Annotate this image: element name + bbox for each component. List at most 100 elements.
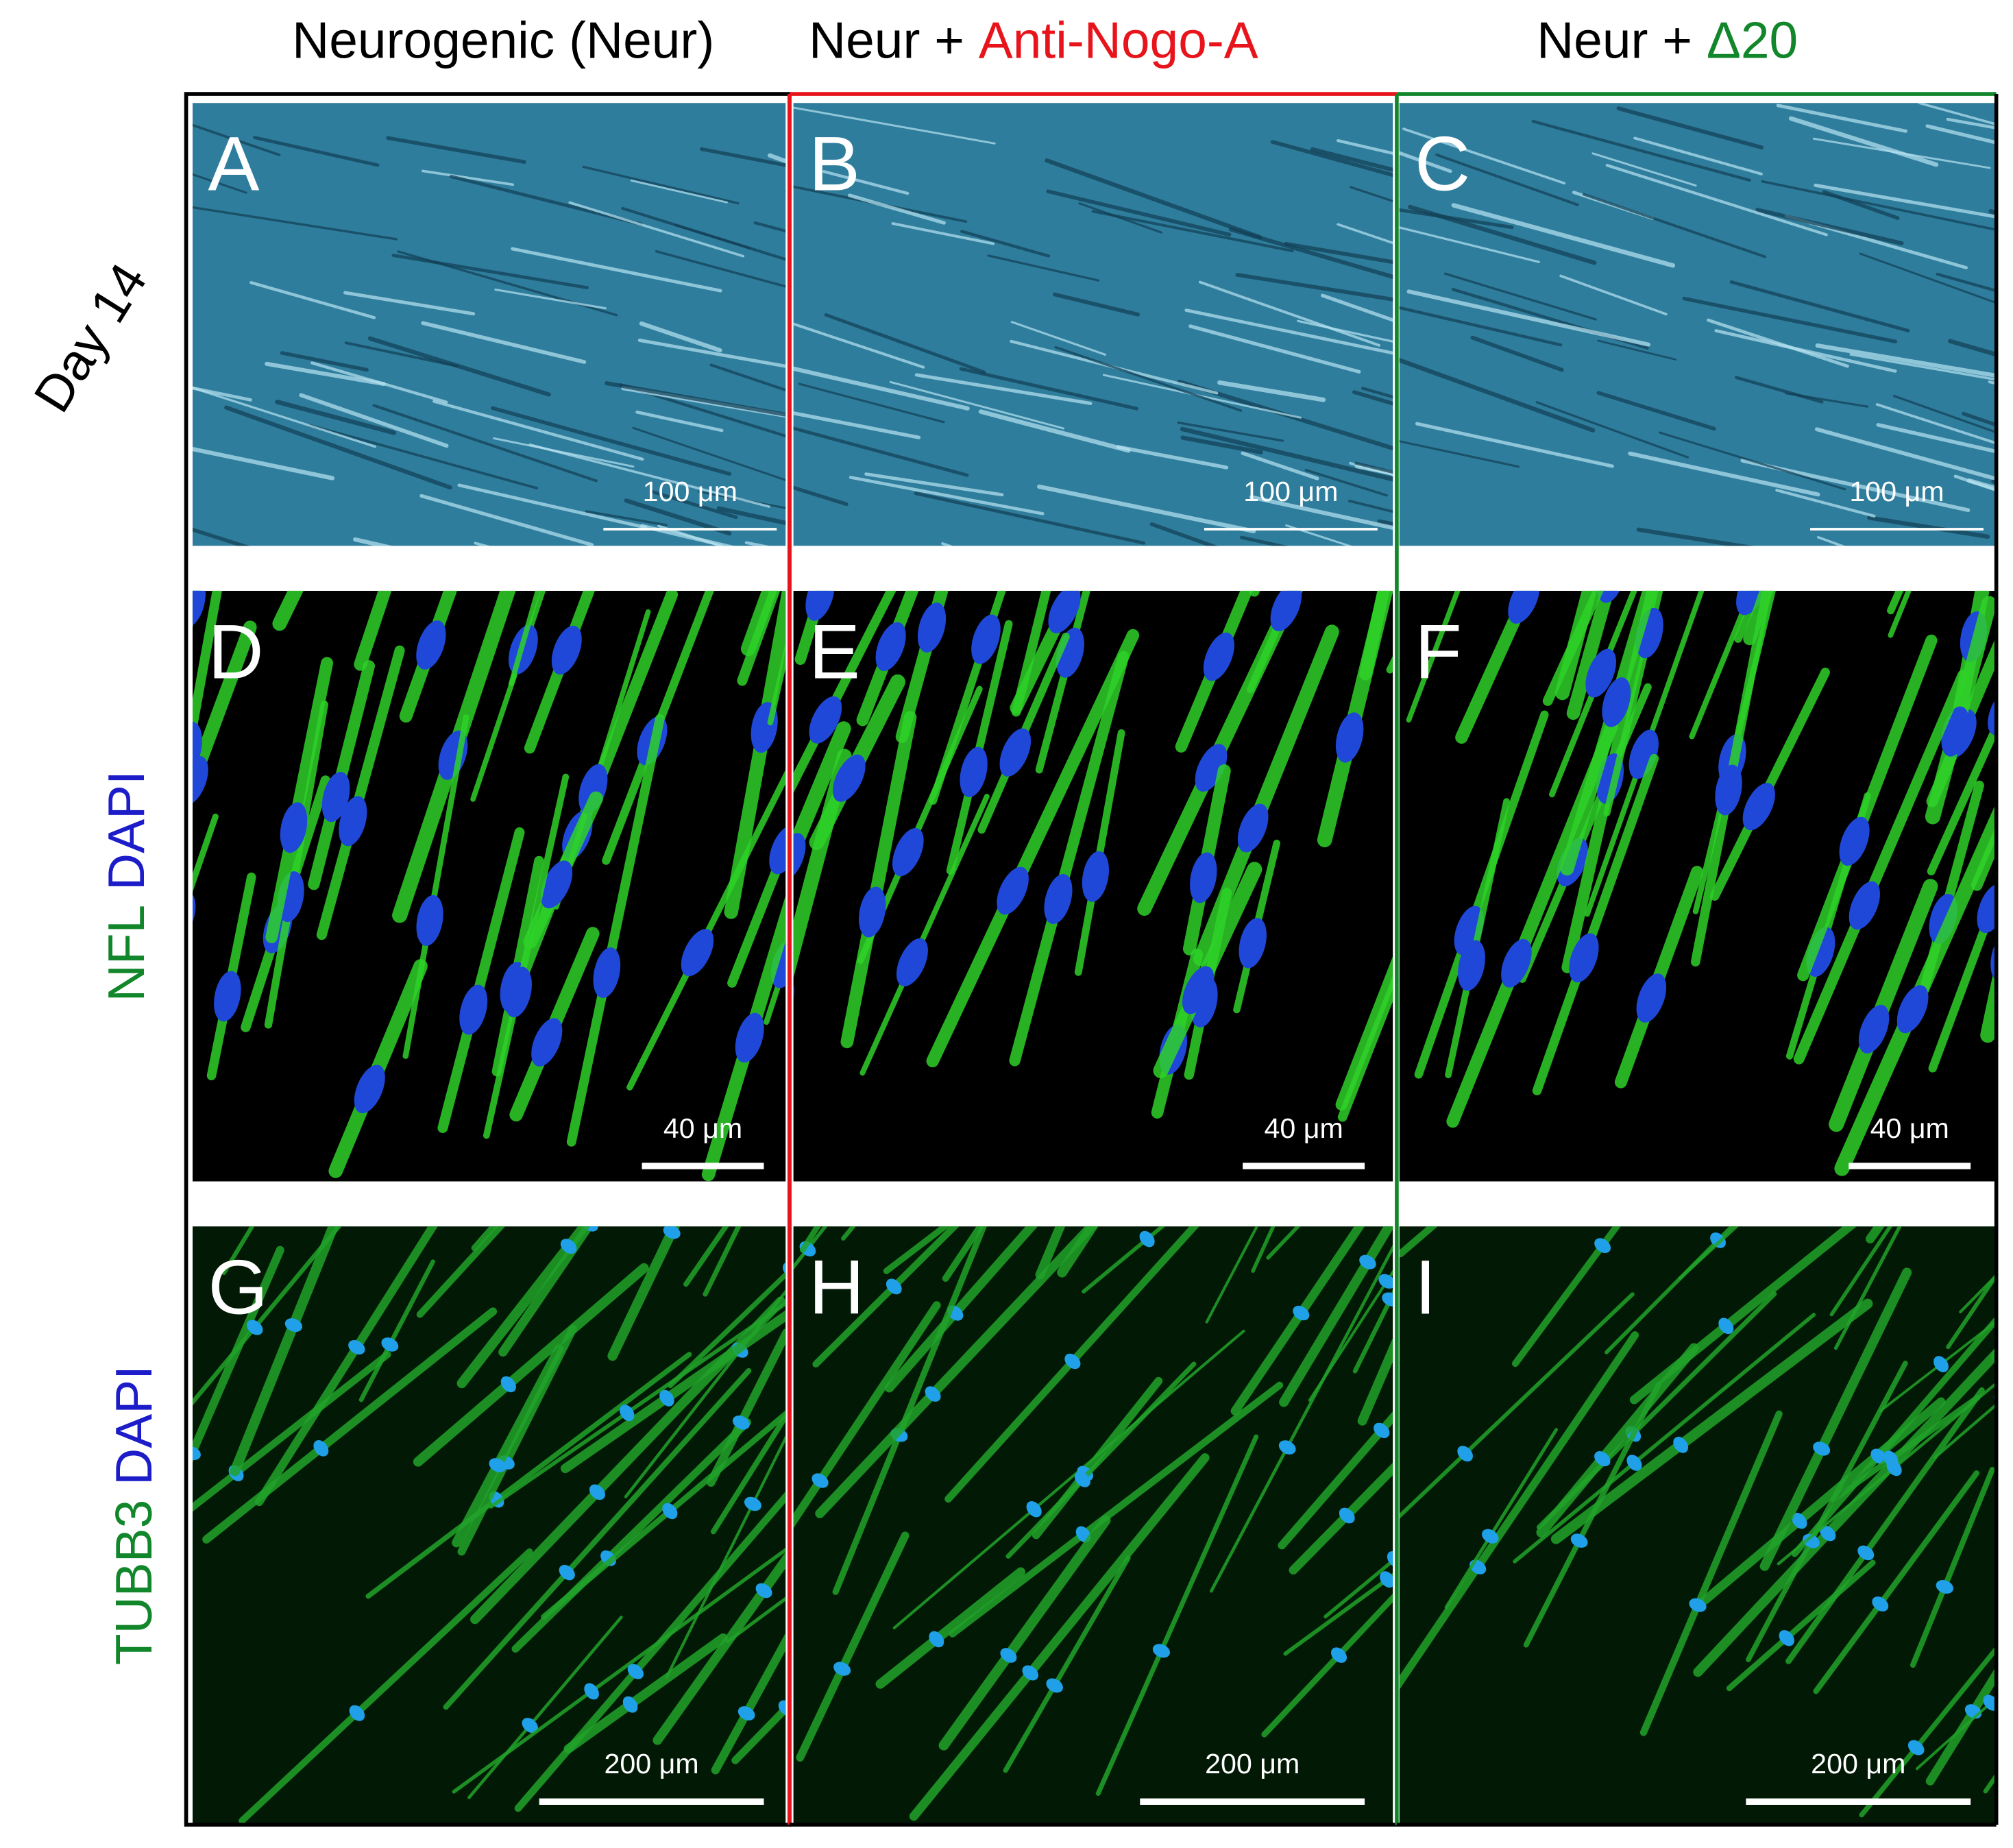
cell-fiber xyxy=(1406,590,1461,723)
cell-fiber xyxy=(764,953,786,1025)
scale-bar-label: 200 μm xyxy=(604,1748,698,1779)
cell-fiber xyxy=(1283,1572,1393,1656)
cell-streak xyxy=(639,524,735,546)
cell-fiber xyxy=(942,1226,985,1282)
nucleus xyxy=(559,1564,575,1581)
nucleus xyxy=(1064,1353,1081,1370)
cell-streak xyxy=(280,351,369,372)
cell-streak xyxy=(793,485,849,507)
cell-fiber xyxy=(812,1226,960,1368)
nucleus xyxy=(929,1631,944,1648)
nucleus xyxy=(1374,1422,1390,1438)
cell-fiber xyxy=(1011,590,1051,717)
nucleus xyxy=(416,895,443,946)
cell-streak xyxy=(744,541,770,546)
cell-streak xyxy=(1180,426,1393,482)
nucleus xyxy=(1907,1740,1925,1755)
cell-streak xyxy=(793,106,996,145)
cell-streak xyxy=(1045,158,1262,240)
cell-fiber xyxy=(1261,1593,1393,1738)
panel xyxy=(192,1226,786,1824)
cell-streak xyxy=(1682,296,1898,343)
cell-streak xyxy=(1054,345,1243,412)
cell-fiber xyxy=(560,1310,786,1474)
cell-fiber xyxy=(1700,1397,1946,1605)
cell-streak xyxy=(1198,280,1381,347)
cell-fiber xyxy=(1785,1387,1985,1664)
cell-streak xyxy=(1010,321,1107,356)
cell-streak xyxy=(635,410,724,433)
cell-streak xyxy=(1859,252,1997,304)
panel-letter: F xyxy=(1415,608,1462,694)
nucleus xyxy=(805,590,835,621)
nucleus xyxy=(1936,1580,1953,1594)
cell-fiber xyxy=(794,590,828,665)
nucleus xyxy=(1359,1254,1376,1269)
cell-fiber xyxy=(665,1435,786,1679)
cell-streak xyxy=(987,254,1100,282)
cell-fiber xyxy=(498,1226,594,1357)
cell-streak xyxy=(585,510,668,526)
cell-streak xyxy=(793,366,970,411)
nucleus xyxy=(1857,1545,1875,1561)
cell-streak xyxy=(1399,306,1563,347)
nucleus xyxy=(1203,632,1234,681)
cell-fiber xyxy=(1833,1226,1902,1350)
nucleus xyxy=(1458,940,1485,991)
cell-fiber xyxy=(1230,1226,1365,1415)
cell-streak xyxy=(1946,117,1997,130)
cell-streak xyxy=(192,446,335,481)
nucleus xyxy=(662,1503,678,1520)
cell-fiber xyxy=(767,642,786,726)
cell-streak xyxy=(1399,151,1452,173)
cell-fiber xyxy=(1834,802,1997,1176)
cell-fiber xyxy=(563,1633,728,1754)
cell-streak xyxy=(1591,152,1697,187)
cell-fiber xyxy=(1554,590,1597,701)
cell-streak xyxy=(793,426,969,477)
nucleus xyxy=(1293,1305,1310,1321)
cell-streak xyxy=(1815,343,1997,378)
cell-streak xyxy=(1605,164,1828,236)
cell-streak xyxy=(449,175,644,226)
cell-fiber xyxy=(1289,1462,1393,1575)
nucleus xyxy=(1152,1644,1171,1658)
cell-streak xyxy=(1788,116,1939,167)
cell-streak xyxy=(605,381,786,417)
panel-grid xyxy=(192,103,1997,1824)
cell-streak xyxy=(1994,400,1997,404)
cell-streak xyxy=(621,206,786,261)
cell-fiber xyxy=(192,590,222,753)
cell-streak xyxy=(1284,241,1393,265)
cell-streak xyxy=(1361,387,1393,399)
cell-streak xyxy=(1849,353,1997,381)
cell-fiber xyxy=(875,1567,1026,1689)
nucleus xyxy=(1594,1238,1611,1253)
cell-fiber xyxy=(944,1226,1199,1503)
nucleus xyxy=(960,746,988,798)
cell-fiber xyxy=(1946,1272,1997,1350)
cell-fiber xyxy=(489,1301,786,1509)
nucleus xyxy=(381,1337,399,1352)
cell-fiber xyxy=(467,1616,623,1799)
panel-letter: H xyxy=(809,1243,864,1330)
cell-streak xyxy=(1188,324,1361,374)
cell-fiber xyxy=(192,813,219,892)
cell-fiber xyxy=(1511,1226,1621,1367)
nucleus xyxy=(1195,744,1228,792)
scale-bar-label: 200 μm xyxy=(1811,1748,1905,1779)
nucleus xyxy=(1382,1292,1393,1306)
cell-fiber xyxy=(793,1301,941,1529)
cell-streak xyxy=(716,506,786,526)
nucleus xyxy=(504,966,532,1018)
cell-streak xyxy=(632,426,786,482)
cell-streak xyxy=(914,491,1146,545)
cell-streak xyxy=(1406,289,1651,347)
cell-streak xyxy=(1633,136,1763,175)
nucleus xyxy=(620,1405,635,1422)
cell-fiber xyxy=(1859,1644,1997,1818)
nucleus xyxy=(1858,1004,1890,1054)
cell-fiber xyxy=(1279,1226,1393,1407)
cell-streak xyxy=(1184,308,1393,355)
cell-fiber xyxy=(710,1411,786,1535)
